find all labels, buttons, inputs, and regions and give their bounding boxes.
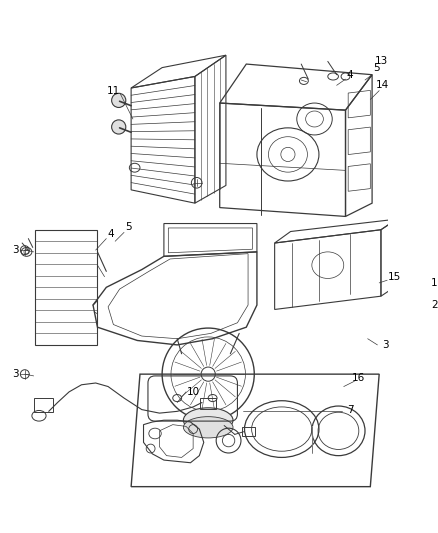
Text: 10: 10 [187,387,200,397]
Bar [242,427,255,436]
Text: 4: 4 [107,229,114,239]
Bar [34,398,53,412]
Bar [200,398,216,409]
Ellipse shape [112,120,126,134]
Text: 15: 15 [388,272,401,281]
Text: 14: 14 [376,80,389,90]
Bar [35,230,97,345]
Text: 2: 2 [431,300,438,310]
Ellipse shape [184,408,233,433]
Text: 3: 3 [13,245,19,255]
Text: 4: 4 [346,70,353,80]
Text: 7: 7 [346,405,353,415]
Text: 16: 16 [352,373,365,383]
Ellipse shape [112,93,126,108]
Text: 13: 13 [374,56,388,67]
Text: 3: 3 [13,369,19,379]
Ellipse shape [184,417,233,438]
Text: 5: 5 [125,222,132,232]
Text: 3: 3 [382,340,389,350]
Text: 5: 5 [373,63,380,74]
Text: 1: 1 [431,278,438,288]
Text: 11: 11 [107,86,120,95]
